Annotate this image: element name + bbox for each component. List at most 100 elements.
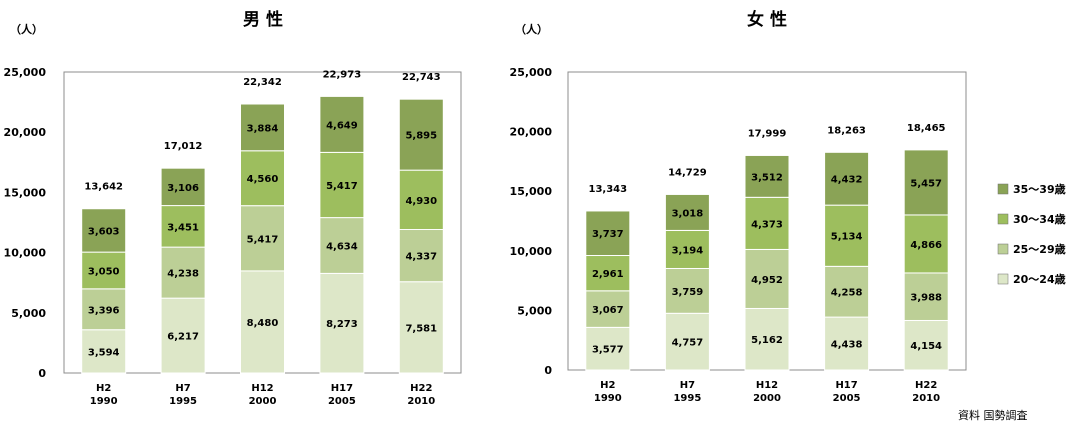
x-tick-label: 2000 bbox=[753, 393, 781, 404]
bar-segment bbox=[398, 169, 444, 231]
data-label: 7,581 bbox=[405, 323, 437, 334]
data-label: 8,480 bbox=[247, 318, 279, 329]
y-tick-label: 10,000 bbox=[4, 247, 47, 260]
y-tick-label: 10,000 bbox=[510, 245, 553, 258]
bar-segment bbox=[664, 312, 710, 371]
data-label: 4,337 bbox=[405, 252, 437, 263]
bar-segment bbox=[319, 95, 365, 153]
bar-segment bbox=[240, 205, 285, 272]
bar-segment bbox=[585, 210, 631, 257]
bar-segment bbox=[81, 251, 127, 290]
legend-label: 25～29歳 bbox=[1013, 242, 1066, 256]
total-label: 22,743 bbox=[402, 72, 441, 83]
total-label: 22,973 bbox=[323, 69, 362, 80]
y-axis-unit-label: （人） bbox=[10, 22, 43, 36]
chart-title: 女 性 bbox=[747, 9, 787, 30]
total-label: 17,012 bbox=[164, 141, 203, 152]
bar-segment bbox=[664, 229, 710, 269]
y-tick-label: 20,000 bbox=[510, 126, 553, 139]
bar-segment bbox=[664, 193, 710, 231]
data-label: 4,930 bbox=[405, 196, 437, 207]
y-tick-label: 5,000 bbox=[517, 304, 552, 317]
data-label: 3,512 bbox=[751, 172, 783, 183]
total-label: 18,263 bbox=[827, 125, 866, 136]
bar-segment bbox=[160, 205, 206, 248]
x-tick-label: H12 bbox=[756, 380, 778, 391]
total-label: 18,465 bbox=[907, 123, 946, 134]
y-tick-label: 5,000 bbox=[11, 307, 46, 320]
total-label: 13,642 bbox=[84, 182, 123, 193]
data-label: 3,396 bbox=[88, 305, 120, 316]
x-tick-label: H17 bbox=[331, 383, 353, 394]
data-label: 5,895 bbox=[405, 131, 437, 142]
data-label: 3,106 bbox=[167, 183, 199, 194]
bar-segment bbox=[585, 290, 631, 328]
x-tick-label: 1990 bbox=[90, 396, 118, 407]
bar-segment bbox=[664, 267, 710, 314]
y-tick-label: 15,000 bbox=[510, 185, 553, 198]
x-tick-label: 1995 bbox=[673, 393, 701, 404]
data-label: 5,417 bbox=[247, 234, 279, 245]
bar-segment bbox=[585, 326, 631, 371]
y-tick-label: 25,000 bbox=[510, 66, 553, 79]
data-label: 4,238 bbox=[167, 269, 199, 280]
legend-swatch bbox=[997, 273, 1009, 285]
bar-segment bbox=[240, 103, 285, 152]
legend-swatch bbox=[997, 243, 1009, 255]
data-label: 4,952 bbox=[751, 275, 783, 286]
bar-segment bbox=[240, 270, 285, 374]
y-tick-label: 25,000 bbox=[4, 66, 47, 79]
bar-segment bbox=[824, 265, 870, 318]
data-label: 4,649 bbox=[326, 120, 358, 131]
data-label: 3,451 bbox=[167, 222, 199, 233]
y-axis-unit-label: （人） bbox=[515, 22, 548, 36]
total-label: 22,342 bbox=[243, 77, 282, 88]
y-tick-label: 0 bbox=[544, 364, 552, 377]
x-tick-label: H7 bbox=[680, 380, 695, 391]
bar-segment bbox=[81, 208, 127, 253]
bar-segment bbox=[903, 149, 949, 216]
bar-segment bbox=[160, 297, 206, 374]
data-label: 4,438 bbox=[831, 340, 863, 351]
total-label: 17,999 bbox=[748, 128, 787, 139]
x-tick-label: H12 bbox=[251, 383, 273, 394]
bar-segment bbox=[160, 167, 206, 207]
data-label: 4,154 bbox=[910, 341, 942, 352]
legend-label: 35～39歳 bbox=[1013, 182, 1066, 196]
data-label: 3,067 bbox=[592, 305, 624, 316]
data-label: 3,759 bbox=[672, 287, 704, 298]
data-label: 4,866 bbox=[910, 240, 942, 251]
data-label: 4,373 bbox=[751, 219, 783, 230]
data-label: 6,217 bbox=[167, 332, 199, 343]
data-label: 3,737 bbox=[592, 229, 624, 240]
data-label: 5,457 bbox=[910, 178, 942, 189]
bar-segment bbox=[744, 248, 790, 309]
bar-segment bbox=[81, 329, 127, 374]
y-tick-label: 0 bbox=[38, 367, 46, 380]
bar-segment bbox=[824, 316, 870, 371]
total-label: 13,343 bbox=[589, 184, 628, 195]
x-tick-label: H17 bbox=[835, 380, 857, 391]
x-tick-label: H7 bbox=[175, 383, 190, 394]
data-label: 3,988 bbox=[910, 293, 942, 304]
x-tick-label: 1990 bbox=[594, 393, 622, 404]
bar-segment bbox=[744, 154, 790, 198]
data-label: 2,961 bbox=[592, 269, 624, 280]
x-tick-label: 2000 bbox=[249, 396, 277, 407]
data-label: 4,757 bbox=[672, 338, 704, 349]
data-label: 3,603 bbox=[88, 226, 120, 237]
data-label: 3,577 bbox=[592, 345, 624, 356]
bar-segment bbox=[319, 151, 365, 219]
y-tick-label: 15,000 bbox=[4, 186, 47, 199]
x-tick-label: 2010 bbox=[912, 393, 940, 404]
x-tick-label: H22 bbox=[410, 383, 432, 394]
legend-label: 20～24歳 bbox=[1013, 272, 1066, 286]
data-label: 3,018 bbox=[672, 208, 704, 219]
x-tick-label: H2 bbox=[96, 383, 111, 394]
data-label: 3,194 bbox=[672, 245, 704, 256]
source-note: 資料 国勢調査 bbox=[958, 408, 1028, 422]
data-label: 4,634 bbox=[326, 241, 358, 252]
x-tick-label: 2005 bbox=[833, 393, 861, 404]
bar-segment bbox=[398, 98, 444, 171]
